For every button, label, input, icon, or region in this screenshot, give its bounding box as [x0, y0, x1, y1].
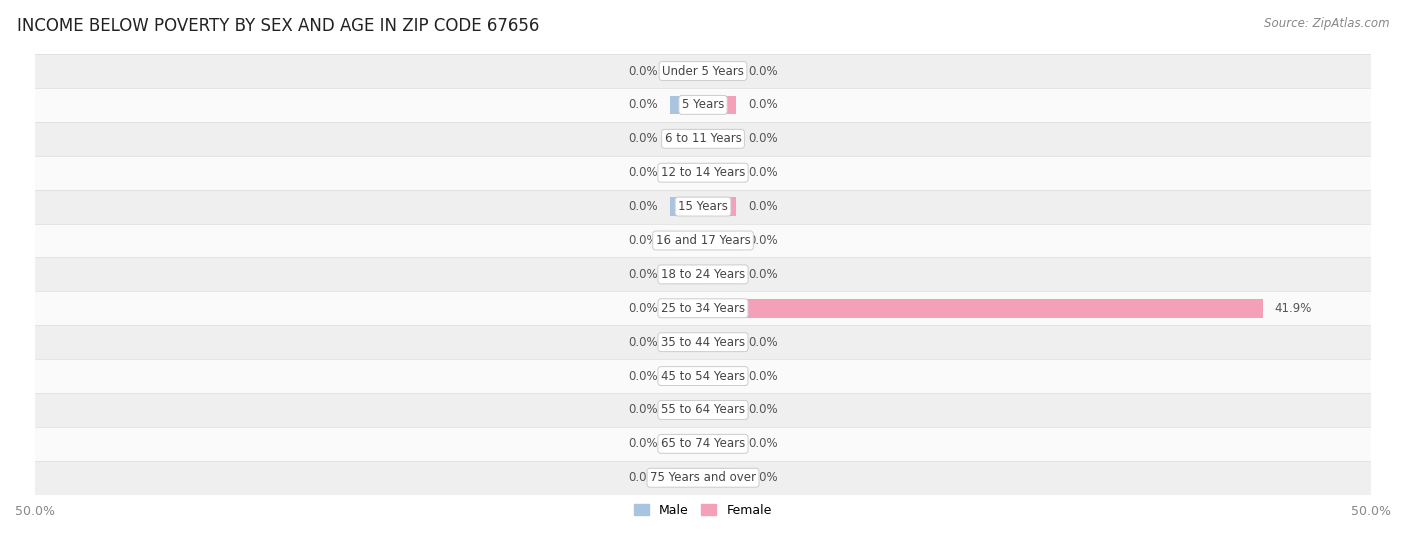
Text: 15 Years: 15 Years — [678, 200, 728, 213]
Bar — [669, 468, 703, 487]
Text: 6 to 11 Years: 6 to 11 Years — [665, 132, 741, 145]
Text: 0.0%: 0.0% — [628, 65, 658, 78]
Bar — [703, 367, 737, 386]
Bar — [669, 333, 703, 352]
Bar — [703, 401, 737, 419]
Bar — [669, 163, 703, 182]
Bar — [703, 468, 737, 487]
Text: 0.0%: 0.0% — [748, 472, 778, 484]
Bar — [703, 129, 737, 148]
Bar — [35, 291, 1371, 325]
Text: 0.0%: 0.0% — [748, 336, 778, 349]
Text: 75 Years and over: 75 Years and over — [650, 472, 756, 484]
Text: 16 and 17 Years: 16 and 17 Years — [655, 234, 751, 247]
Bar — [35, 190, 1371, 224]
Bar — [35, 427, 1371, 461]
Bar — [703, 333, 737, 352]
Text: 0.0%: 0.0% — [748, 98, 778, 112]
Bar — [703, 198, 737, 216]
Text: 18 to 24 Years: 18 to 24 Years — [661, 268, 745, 281]
Bar — [35, 461, 1371, 495]
Text: 0.0%: 0.0% — [628, 132, 658, 145]
Text: 55 to 64 Years: 55 to 64 Years — [661, 403, 745, 416]
Bar — [703, 299, 1263, 318]
Bar — [35, 54, 1371, 88]
Text: Under 5 Years: Under 5 Years — [662, 65, 744, 78]
Text: 0.0%: 0.0% — [628, 166, 658, 179]
Text: 0.0%: 0.0% — [628, 437, 658, 450]
Text: 0.0%: 0.0% — [628, 369, 658, 383]
Text: 0.0%: 0.0% — [748, 234, 778, 247]
Text: 5 Years: 5 Years — [682, 98, 724, 112]
Bar — [669, 401, 703, 419]
Text: 0.0%: 0.0% — [748, 132, 778, 145]
Bar — [669, 367, 703, 386]
Bar — [35, 88, 1371, 122]
Text: 0.0%: 0.0% — [748, 200, 778, 213]
Text: 0.0%: 0.0% — [628, 200, 658, 213]
Bar — [669, 435, 703, 453]
Text: INCOME BELOW POVERTY BY SEX AND AGE IN ZIP CODE 67656: INCOME BELOW POVERTY BY SEX AND AGE IN Z… — [17, 17, 540, 35]
Bar — [669, 129, 703, 148]
Text: 0.0%: 0.0% — [628, 336, 658, 349]
Bar — [703, 62, 737, 80]
Text: 25 to 34 Years: 25 to 34 Years — [661, 302, 745, 315]
Text: 12 to 14 Years: 12 to 14 Years — [661, 166, 745, 179]
Bar — [35, 393, 1371, 427]
Bar — [35, 224, 1371, 257]
Bar — [35, 325, 1371, 359]
Text: 0.0%: 0.0% — [628, 268, 658, 281]
Bar — [669, 231, 703, 250]
Text: 0.0%: 0.0% — [628, 98, 658, 112]
Bar — [35, 122, 1371, 156]
Text: Source: ZipAtlas.com: Source: ZipAtlas.com — [1264, 17, 1389, 30]
Text: 0.0%: 0.0% — [628, 302, 658, 315]
Text: 41.9%: 41.9% — [1275, 302, 1312, 315]
Bar — [669, 198, 703, 216]
Bar — [703, 435, 737, 453]
Text: 0.0%: 0.0% — [628, 403, 658, 416]
Text: 0.0%: 0.0% — [628, 234, 658, 247]
Bar — [35, 359, 1371, 393]
Bar — [35, 257, 1371, 291]
Bar — [703, 95, 737, 114]
Text: 45 to 54 Years: 45 to 54 Years — [661, 369, 745, 383]
Bar — [703, 163, 737, 182]
Legend: Male, Female: Male, Female — [630, 498, 776, 522]
Text: 35 to 44 Years: 35 to 44 Years — [661, 336, 745, 349]
Bar — [669, 265, 703, 283]
Text: 0.0%: 0.0% — [748, 369, 778, 383]
Text: 0.0%: 0.0% — [748, 166, 778, 179]
Text: 65 to 74 Years: 65 to 74 Years — [661, 437, 745, 450]
Bar — [35, 156, 1371, 190]
Text: 0.0%: 0.0% — [748, 403, 778, 416]
Text: 0.0%: 0.0% — [748, 437, 778, 450]
Bar — [669, 62, 703, 80]
Text: 0.0%: 0.0% — [748, 65, 778, 78]
Bar — [703, 265, 737, 283]
Text: 0.0%: 0.0% — [748, 268, 778, 281]
Bar — [669, 95, 703, 114]
Bar — [669, 299, 703, 318]
Bar — [703, 231, 737, 250]
Text: 0.0%: 0.0% — [628, 472, 658, 484]
